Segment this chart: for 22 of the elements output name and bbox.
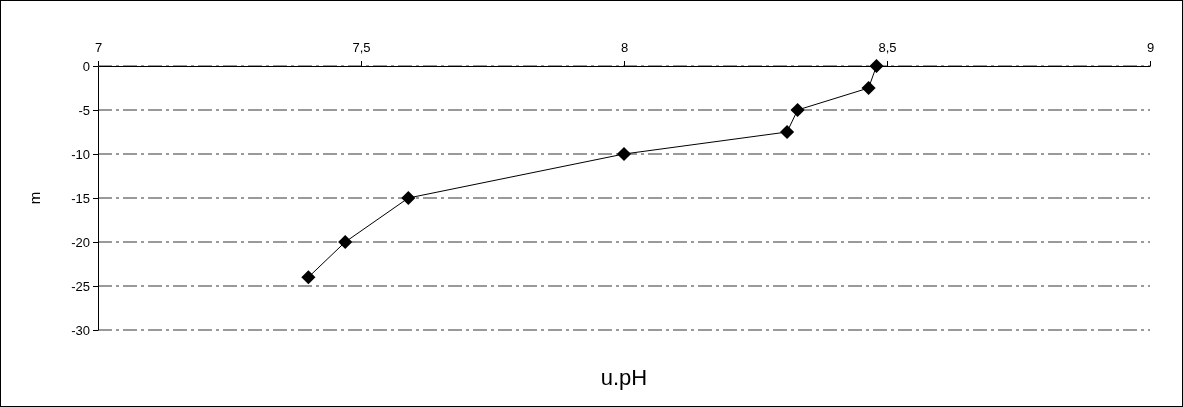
y-tick-label: 0	[82, 58, 90, 74]
y-tick-label: -25	[71, 278, 90, 294]
point	[401, 190, 416, 206]
point	[790, 102, 805, 118]
point	[338, 234, 353, 250]
point	[779, 124, 795, 140]
point	[301, 270, 316, 285]
x-tick-label: 9	[1146, 39, 1155, 55]
point	[616, 146, 632, 162]
point	[869, 58, 884, 74]
x-tick-label: 8,5	[878, 39, 897, 55]
x-axis-title: u.pH	[600, 365, 648, 390]
y-axis-title: m	[26, 191, 43, 205]
x-tick-label: 7	[94, 39, 103, 55]
point	[861, 80, 876, 96]
x-tick-label: 7,5	[352, 39, 371, 55]
y-tick-label: -5	[78, 102, 90, 118]
y-tick-label: -10	[71, 146, 90, 162]
y-tick-label: -15	[71, 190, 90, 206]
y-tick-label: -20	[71, 234, 90, 250]
x-tick-label: 8	[620, 39, 629, 55]
y-tick-label: -30	[71, 322, 90, 338]
